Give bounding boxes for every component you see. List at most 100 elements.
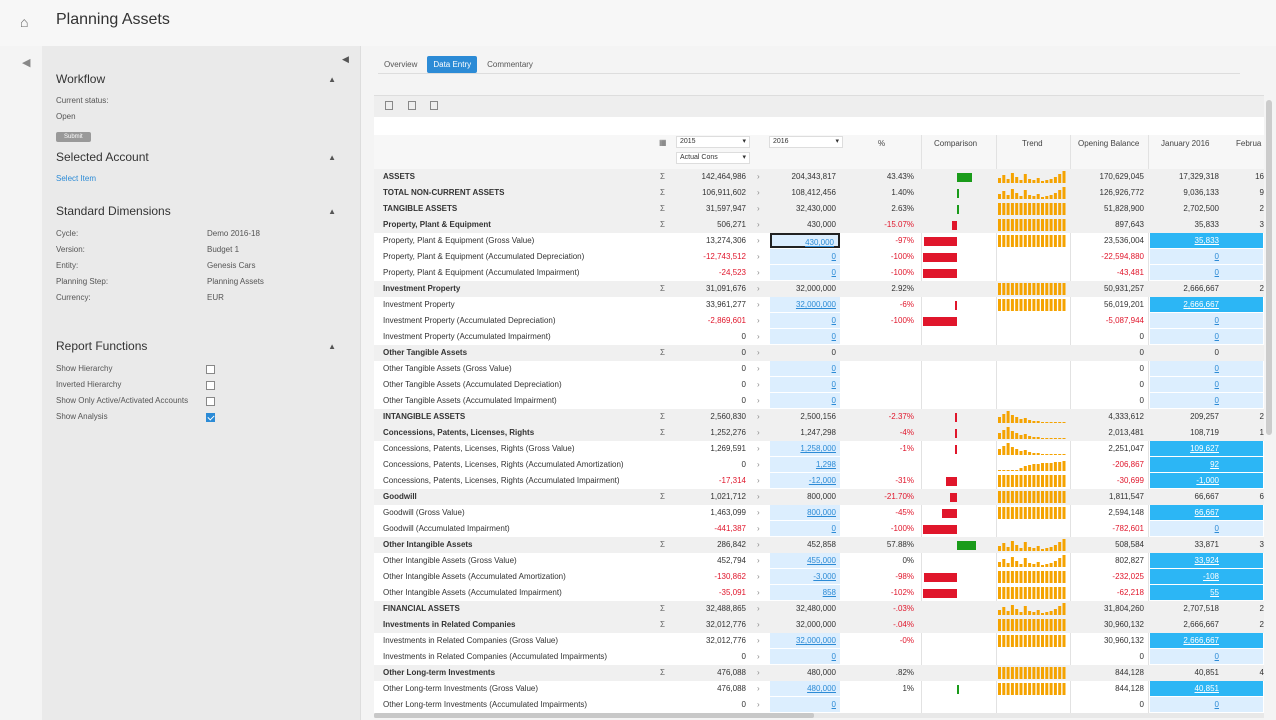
january-value[interactable]: 0 xyxy=(1150,361,1263,376)
chevron-right-icon[interactable]: › xyxy=(757,316,760,325)
january-value[interactable]: 0 xyxy=(1150,313,1263,328)
chevron-up-icon[interactable]: ▲ xyxy=(328,75,336,84)
chevron-right-icon[interactable]: › xyxy=(757,204,760,213)
january-value[interactable]: 66,667 xyxy=(1150,505,1263,520)
account-name[interactable]: Other Tangible Assets xyxy=(383,348,468,357)
chevron-right-icon[interactable]: › xyxy=(757,652,760,661)
value-2016[interactable]: 0 xyxy=(770,313,840,328)
account-name[interactable]: Property, Plant & Equipment (Gross Value… xyxy=(383,236,535,245)
value-2016[interactable]: 1,258,000 xyxy=(770,441,840,456)
account-name[interactable]: Investments in Related Companies (Gross … xyxy=(383,636,559,645)
value-2016[interactable]: 0 xyxy=(770,329,840,344)
export-icon[interactable] xyxy=(385,101,393,110)
account-name[interactable]: Concessions, Patents, Licenses, Rights (… xyxy=(383,444,575,453)
report-function-checkbox[interactable] xyxy=(206,397,215,406)
chevron-right-icon[interactable]: › xyxy=(757,668,760,677)
january-value[interactable]: 2,666,667 xyxy=(1150,297,1263,312)
chevron-right-icon[interactable]: › xyxy=(757,220,760,229)
chevron-right-icon[interactable]: › xyxy=(757,268,760,277)
account-name[interactable]: Other Long-term Investments (Gross Value… xyxy=(383,684,539,693)
year1-select[interactable]: 2015 xyxy=(676,136,750,148)
account-name[interactable]: Concessions, Patents, Licenses, Rights (… xyxy=(383,460,624,469)
january-value[interactable]: 0 xyxy=(1150,393,1263,408)
january-value[interactable]: 0 xyxy=(1150,265,1263,280)
account-name[interactable]: Property, Plant & Equipment (Accumulated… xyxy=(383,268,580,277)
tab-overview[interactable]: Overview xyxy=(384,60,418,69)
chevron-right-icon[interactable]: › xyxy=(757,284,760,293)
chevron-right-icon[interactable]: › xyxy=(757,684,760,693)
report-function-checkbox[interactable] xyxy=(206,413,215,422)
january-value[interactable]: 0 xyxy=(1150,377,1263,392)
account-name[interactable]: Investments in Related Companies (Accumu… xyxy=(383,652,608,661)
chevron-right-icon[interactable]: › xyxy=(757,172,760,181)
account-name[interactable]: Other Tangible Assets (Accumulated Impai… xyxy=(383,396,557,405)
january-value[interactable]: 109,627 xyxy=(1150,441,1263,456)
chevron-up-icon[interactable]: ▲ xyxy=(328,153,336,162)
account-name[interactable]: Investment Property (Accumulated Depreci… xyxy=(383,316,556,325)
account-name[interactable]: Goodwill (Gross Value) xyxy=(383,508,465,517)
chevron-up-icon[interactable]: ▲ xyxy=(328,342,336,351)
account-name[interactable]: TANGIBLE ASSETS xyxy=(383,204,458,213)
chevron-right-icon[interactable]: › xyxy=(757,476,760,485)
chevron-right-icon[interactable]: › xyxy=(757,300,760,309)
chevron-right-icon[interactable]: › xyxy=(757,460,760,469)
version1-select[interactable]: Actual Cons xyxy=(676,152,750,164)
chevron-right-icon[interactable]: › xyxy=(757,540,760,549)
chevron-right-icon[interactable]: › xyxy=(757,412,760,421)
chevron-right-icon[interactable]: › xyxy=(757,396,760,405)
chevron-up-icon[interactable]: ▲ xyxy=(328,207,336,216)
year2-select[interactable]: 2016 xyxy=(769,136,843,148)
chevron-right-icon[interactable]: › xyxy=(757,604,760,613)
paste-icon[interactable] xyxy=(430,101,438,110)
account-name[interactable]: Other Tangible Assets (Accumulated Depre… xyxy=(383,380,562,389)
tab-data-entry[interactable]: Data Entry xyxy=(427,56,478,73)
report-function-checkbox[interactable] xyxy=(206,365,215,374)
value-2016[interactable]: 455,000 xyxy=(770,553,840,568)
value-2016[interactable]: 0 xyxy=(770,249,840,264)
chevron-right-icon[interactable]: › xyxy=(757,620,760,629)
value-2016[interactable]: 32,000,000 xyxy=(770,297,840,312)
account-name[interactable]: Investments in Related Companies xyxy=(383,620,516,629)
account-name[interactable]: Concessions, Patents, Licenses, Rights xyxy=(383,428,535,437)
january-value[interactable]: 40,851 xyxy=(1150,681,1263,696)
chevron-right-icon[interactable]: › xyxy=(757,492,760,501)
account-name[interactable]: Other Intangible Assets (Accumulated Imp… xyxy=(383,588,562,597)
account-name[interactable]: Goodwill xyxy=(383,492,417,501)
chevron-right-icon[interactable]: › xyxy=(757,348,760,357)
account-name[interactable]: FINANCIAL ASSETS xyxy=(383,604,460,613)
collapse-sidebar-icon[interactable]: ◀ xyxy=(342,54,349,64)
value-2016[interactable]: 0 xyxy=(770,521,840,536)
copy-icon[interactable] xyxy=(408,101,416,110)
report-function-checkbox[interactable] xyxy=(206,381,215,390)
january-value[interactable]: 55 xyxy=(1150,585,1263,600)
chevron-right-icon[interactable]: › xyxy=(757,636,760,645)
value-2016[interactable]: 1,298 xyxy=(770,457,840,472)
chevron-right-icon[interactable]: › xyxy=(757,332,760,341)
chevron-right-icon[interactable]: › xyxy=(757,380,760,389)
select-item-link[interactable]: Select Item xyxy=(56,174,97,183)
account-name[interactable]: Other Intangible Assets (Accumulated Amo… xyxy=(383,572,566,581)
chevron-right-icon[interactable]: › xyxy=(757,556,760,565)
chevron-right-icon[interactable]: › xyxy=(757,364,760,373)
vertical-scrollbar[interactable] xyxy=(1266,100,1272,435)
january-value[interactable]: 2,666,667 xyxy=(1150,633,1263,648)
value-2016[interactable]: 0 xyxy=(770,649,840,664)
horizontal-scroll-thumb[interactable] xyxy=(374,713,814,718)
january-value[interactable]: 33,924 xyxy=(1150,553,1263,568)
account-name[interactable]: Other Intangible Assets xyxy=(383,540,473,549)
january-value[interactable]: 0 xyxy=(1150,649,1263,664)
chevron-right-icon[interactable]: › xyxy=(757,444,760,453)
january-value[interactable]: -1,000 xyxy=(1150,473,1263,488)
submit-button[interactable]: Submit xyxy=(56,132,91,142)
account-name[interactable]: Concessions, Patents, Licenses, Rights (… xyxy=(383,476,620,485)
chevron-right-icon[interactable]: › xyxy=(757,572,760,581)
chevron-right-icon[interactable]: › xyxy=(757,700,760,709)
value-2016[interactable]: 800,000 xyxy=(770,505,840,520)
value-2016[interactable]: 0 xyxy=(770,697,840,712)
value-2016[interactable]: 858 xyxy=(770,585,840,600)
chevron-right-icon[interactable]: › xyxy=(757,236,760,245)
january-value[interactable]: 35,833 xyxy=(1150,233,1263,248)
account-name[interactable]: Property, Plant & Equipment xyxy=(383,220,491,229)
account-name[interactable]: ASSETS xyxy=(383,172,416,181)
account-name[interactable]: Other Long-term Investments (Accumulated… xyxy=(383,700,588,709)
